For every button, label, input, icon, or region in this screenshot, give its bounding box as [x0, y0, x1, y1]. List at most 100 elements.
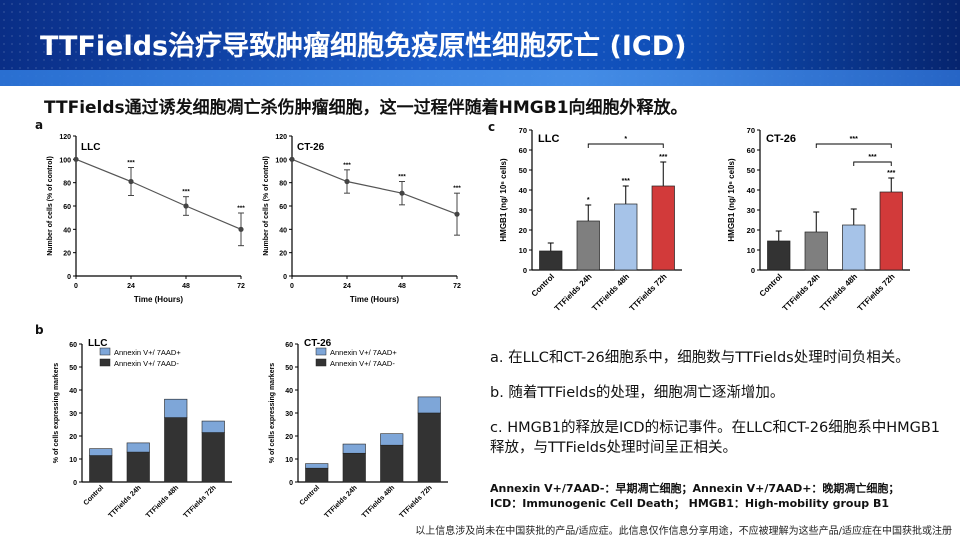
line1-y-tick-label: 20: [279, 251, 287, 258]
line0-x-axis-label: Time (Hours): [134, 295, 184, 304]
hmgb0-category-label: TTFields 24h: [553, 272, 594, 313]
stack0-cell-line-label: LLC: [88, 338, 107, 349]
stack1-legend-label: Annexin V+/ 7AAD-: [330, 359, 395, 368]
line0-x-tick-label: 48: [182, 283, 190, 290]
hmgb1-y-tick-label: 0: [751, 266, 755, 275]
hmgb1-y-tick-label: 50: [747, 166, 755, 175]
stack0-y-tick-label: 30: [69, 411, 77, 418]
note-b: b. 随着TTFields的处理，细胞凋亡逐渐增加。: [490, 385, 785, 401]
note-c: c. HMGB1的释放是ICD的标记事件。在LLC和CT-26细胞系中HMGB1…: [490, 420, 941, 456]
hmgb1-bracket-label: ***: [868, 154, 876, 161]
hmgb1-y-tick-label: 30: [747, 206, 755, 215]
hmgb1-significance-label: ***: [887, 170, 895, 177]
line1-data-point: [289, 156, 295, 162]
line0-series-line: [75, 158, 242, 230]
stack1-bar-segment: [305, 463, 329, 469]
findings-notes: a. 在LLC和CT-26细胞系中，细胞数与TTFields处理时间负相关。 b…: [490, 348, 950, 473]
line-chart-ct26: 0 20 40 60 80 100 120 0 24 48 72 Time (Hours) Number…: [263, 134, 461, 304]
line1-data-point: [344, 178, 350, 185]
hmgb1-bar: [804, 231, 828, 271]
hmgb1-y-tick-label: 20: [747, 226, 755, 235]
line1-significance-label: ***: [343, 162, 351, 169]
stack0-bar-segment: [164, 417, 188, 483]
hmgb1-y-tick-label: 60: [747, 146, 755, 155]
hmgb1-bracket-label: ***: [850, 136, 858, 143]
hmgb0-bar: [651, 185, 675, 271]
stack0-y-tick-label: 20: [69, 434, 77, 441]
hmgb0-y-tick-label: 60: [519, 146, 527, 155]
note-a: a. 在LLC和CT-26细胞系中，细胞数与TTFields处理时间负相关。: [490, 350, 910, 366]
slide-header: TTFields治疗导致肿瘤细胞免疫原性细胞死亡 (ICD): [0, 0, 960, 86]
stack0-bar-segment: [201, 420, 225, 433]
stack0-y-tick-label: 60: [69, 342, 77, 349]
hmgb1-category-label: Control: [758, 272, 784, 298]
hmgb0-cell-line-label: LLC: [538, 133, 559, 145]
stack1-y-tick-label: 0: [289, 480, 293, 487]
stack0-legend-swatch: [99, 358, 111, 367]
line0-y-tick-label: 20: [63, 251, 71, 258]
stack0-category-label: TTFields 72h: [182, 484, 217, 519]
line1-x-tick-label: 72: [453, 283, 461, 290]
stack1-legend-swatch: [315, 347, 327, 356]
line0-x-tick-label: 0: [74, 283, 78, 290]
hmgb0-category-label: Control: [530, 272, 556, 298]
stack1-bar-segment: [380, 444, 404, 483]
abbreviation-line-1: Annexin V+/7AAD-：早期凋亡细胞；Annexin V+/7AAD+…: [490, 482, 900, 495]
stack0-legend-label: Annexin V+/ 7AAD-: [114, 359, 179, 368]
hmgb0-category-label: TTFields 72h: [628, 272, 669, 313]
line1-x-axis-label: Time (Hours): [350, 295, 400, 304]
hmgb0-y-axis-label: HMGB1 (ng/ 10⁶ cells): [499, 158, 508, 242]
hmgb1-y-tick-label: 70: [747, 126, 755, 135]
line1-x-tick-label: 48: [398, 283, 406, 290]
stack0-legend-swatch: [99, 347, 111, 356]
hmgb0-y-tick-label: 70: [519, 126, 527, 135]
panel-label-c: c: [488, 120, 496, 134]
stack1-category-label: TTFields 24h: [323, 484, 358, 519]
stack1-bar-segment: [342, 443, 366, 454]
line0-cell-line-label: LLC: [81, 142, 100, 153]
stack0-category-label: TTFields 24h: [107, 484, 142, 519]
hmgb0-bar: [614, 203, 638, 271]
hmgb1-category-label: TTFields 24h: [781, 272, 822, 313]
line1-cell-line-label: CT-26: [297, 142, 325, 153]
stack0-y-tick-label: 40: [69, 388, 77, 395]
hmgb0-y-tick-label: 0: [523, 266, 527, 275]
hmgb0-significance-label: *: [587, 197, 590, 204]
hmgb1-cell-line-label: CT-26: [766, 133, 796, 145]
hmgb0-category-label: TTFields 48h: [590, 272, 631, 313]
hmgb0-bar: [539, 250, 563, 271]
line1-x-tick-label: 24: [343, 283, 351, 290]
stack1-bar-segment: [342, 452, 366, 483]
hmgb1-bar: [767, 240, 791, 271]
hmgb0-bracket-label: *: [624, 136, 627, 143]
abbreviations: Annexin V+/7AAD-：早期凋亡细胞；Annexin V+/7AAD+…: [490, 481, 950, 511]
line1-series-line: [291, 158, 458, 215]
hmgb1-bar-chart-llc: 0 10 20 30 40 50 60 70 HMGB1 (ng/ 10⁶ cells) LLC C…: [499, 126, 682, 313]
line0-x-tick-label: 72: [237, 283, 245, 290]
line0-x-tick-label: 24: [127, 283, 135, 290]
hmgb0-significance-label: ***: [659, 154, 667, 161]
stack1-bar-segment: [380, 433, 404, 446]
line-chart-llc: 0 20 40 60 80 100 120 0 24 48 72 Time (Hours) Number…: [47, 134, 245, 304]
hmgb0-y-tick-label: 40: [519, 186, 527, 195]
line1-data-point: [454, 211, 460, 217]
stacked-bar-chart-ct26: 0 10 20 30 40 50 60 % of cells expressing marke…: [269, 338, 448, 520]
line0-significance-label: ***: [127, 160, 135, 167]
stack1-legend-label: Annexin V+/ 7AAD+: [330, 348, 397, 357]
stack0-bar-segment: [201, 432, 225, 483]
hmgb1-y-tick-label: 40: [747, 186, 755, 195]
stack0-legend-label: Annexin V+/ 7AAD+: [114, 348, 181, 357]
stack0-y-tick-label: 10: [69, 457, 77, 464]
hmgb1-significance-bracket: [853, 161, 892, 166]
line1-significance-label: ***: [398, 174, 406, 181]
line1-y-tick-label: 120: [275, 134, 287, 141]
line0-y-tick-label: 120: [59, 134, 71, 141]
line1-y-tick-label: 40: [279, 227, 287, 234]
stack1-category-label: Control: [299, 484, 322, 507]
stack1-cell-line-label: CT-26: [304, 338, 332, 349]
stack1-category-label: TTFields 48h: [361, 484, 396, 519]
stack0-y-tick-label: 50: [69, 365, 77, 372]
line0-significance-label: ***: [182, 189, 190, 196]
stack1-bar-segment: [417, 396, 441, 414]
panel-label-a: a: [35, 118, 44, 132]
